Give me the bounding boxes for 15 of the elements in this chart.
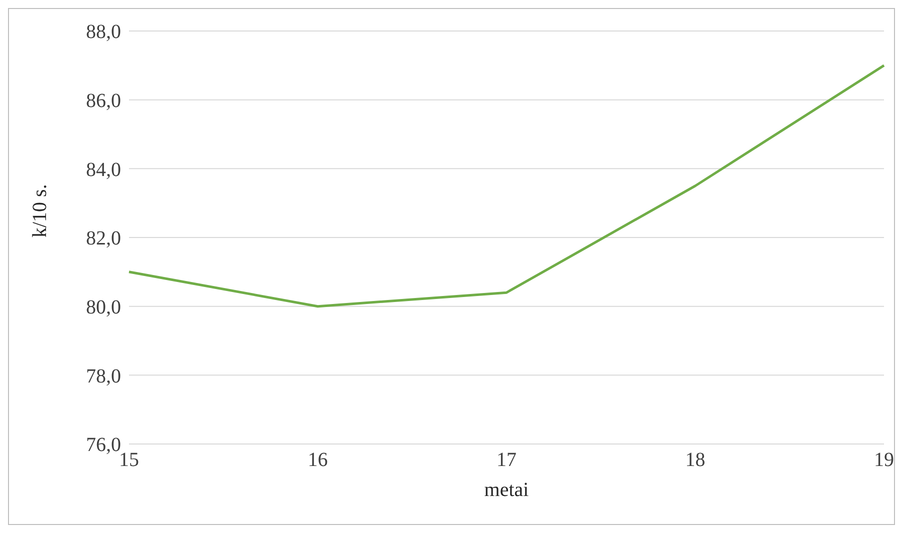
y-tick-label: 84,0 [86, 158, 121, 181]
y-tick-label: 80,0 [86, 296, 121, 318]
x-tick-label: 17 [496, 449, 516, 472]
y-tick-label: 78,0 [86, 365, 121, 388]
x-tick-label: 18 [685, 449, 706, 472]
y-axis-title: k/10 s. [29, 184, 52, 238]
x-tick-label: 19 [874, 449, 894, 472]
line-series [128, 64, 886, 308]
y-tick-label: 82,0 [86, 228, 121, 250]
y-tick-label: 76,0 [86, 434, 121, 456]
y-tick-label: 86,0 [86, 90, 121, 112]
y-tick-label: 88,0 [86, 21, 121, 44]
x-tick-label: 15 [119, 449, 139, 472]
x-axis-title: metai [484, 479, 530, 501]
x-tick-label: 16 [308, 449, 328, 472]
